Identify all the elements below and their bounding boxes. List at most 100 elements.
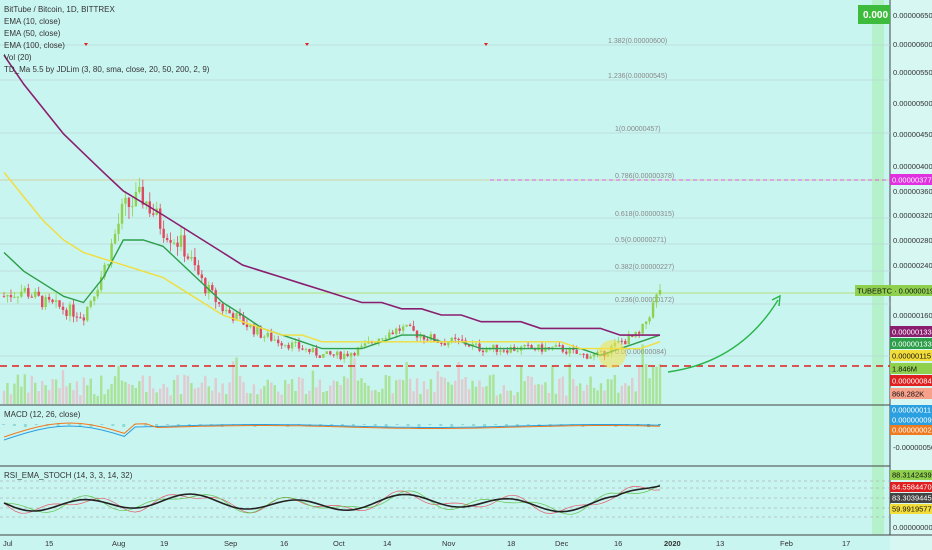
price-axis[interactable]: 0.00000650 0.00000600 0.00000550 0.00000… [893, 11, 932, 320]
volume-bar [127, 383, 131, 404]
volume-bar [547, 392, 551, 404]
macd-hist [34, 424, 38, 425]
time-axis[interactable]: Jul 15 Aug 19 Sep 16 Oct 14 Nov 18 Dec 1… [3, 539, 850, 548]
macd-pane [2, 422, 661, 441]
volume-bar [176, 375, 179, 404]
volume-bar [263, 385, 266, 404]
volume-bar [20, 386, 23, 404]
candle [301, 348, 304, 350]
candle [61, 306, 65, 310]
volume-bar [485, 386, 488, 404]
volume-bar [336, 381, 339, 404]
candle [238, 313, 242, 316]
volume-bar [467, 389, 471, 404]
price-tag [890, 363, 932, 374]
candle [165, 237, 169, 241]
volume-bar [433, 392, 436, 404]
candle [245, 324, 249, 328]
macd-hist [56, 424, 60, 427]
macd-hist [450, 424, 454, 427]
candle [34, 291, 37, 298]
volume-bar [395, 380, 398, 404]
rsi-tag-text: 59.99195777 [892, 505, 932, 514]
volume-bar [145, 391, 148, 404]
volume-bar [311, 370, 315, 404]
volume-bar [481, 387, 485, 404]
volume-bar [329, 385, 332, 404]
rsi-tag-text: 88.31424392 [892, 471, 932, 480]
volume-bar [242, 382, 245, 404]
time-tick: 15 [45, 539, 53, 548]
volume-bar [405, 361, 408, 404]
volume-bar [155, 392, 158, 404]
volume-bar [214, 378, 217, 404]
time-tick: 2020 [664, 539, 681, 548]
candle [408, 324, 412, 327]
candle [578, 353, 582, 355]
candle [395, 328, 398, 335]
candle [193, 257, 197, 266]
volume-bar [554, 393, 558, 404]
volume-bar [422, 381, 426, 404]
candle [433, 334, 436, 342]
candle [443, 343, 447, 346]
volume-bar [513, 395, 516, 404]
candle [620, 340, 624, 342]
candle [405, 324, 408, 327]
volume-bar [384, 375, 387, 404]
legend-ema10: EMA (10, close) [4, 17, 61, 26]
candle [183, 235, 186, 257]
macd-hist [526, 424, 530, 425]
macd-hist [494, 424, 497, 425]
candle [596, 351, 599, 354]
volume-bar [2, 390, 6, 404]
volume-bar [190, 383, 193, 404]
volume-bar [245, 392, 249, 404]
candle [106, 264, 110, 266]
volume-bar [624, 383, 627, 404]
highlight-circle [598, 340, 626, 368]
volume-bar [259, 388, 263, 404]
volume-bar [318, 379, 322, 404]
volume-bar [51, 379, 54, 404]
time-tick: 16 [614, 539, 622, 548]
candle [263, 336, 266, 338]
candle [228, 309, 231, 314]
volume-bar [655, 366, 658, 404]
candle [259, 326, 263, 338]
volume-bar [499, 393, 502, 404]
candle [58, 300, 61, 307]
candle [297, 342, 301, 349]
volume-bar [537, 384, 540, 404]
volume-bar [353, 357, 356, 404]
volume-bar [217, 392, 221, 404]
volume-bar [141, 375, 145, 404]
volume-bar [47, 390, 51, 404]
volume-bar [401, 380, 405, 404]
macd-hist [89, 424, 93, 427]
candle [256, 326, 259, 335]
volume-bar [523, 381, 526, 404]
volume-bar [447, 381, 450, 404]
volume-bar [436, 370, 440, 404]
candle [325, 351, 328, 355]
volume-bar [65, 386, 68, 404]
volume-bar [575, 385, 578, 404]
fib-label: 0.5(0.00000271) [615, 237, 666, 244]
rsi-tag-text: 83.30394455 [892, 494, 932, 503]
volume-bar [138, 381, 141, 404]
volume-bar [290, 379, 294, 404]
top-badge-text: 0.000 [863, 10, 888, 21]
time-tick: Sep [224, 539, 237, 548]
price-tick: 0.00000650 [893, 11, 932, 20]
time-tick: 19 [160, 539, 168, 548]
candle [68, 304, 72, 316]
price-tag-text: 868.282K [892, 390, 924, 399]
volume-bar [561, 376, 565, 404]
candle [117, 223, 120, 234]
macd-hist [384, 424, 388, 427]
volume-bar [551, 365, 554, 404]
volume-bar [322, 391, 325, 404]
